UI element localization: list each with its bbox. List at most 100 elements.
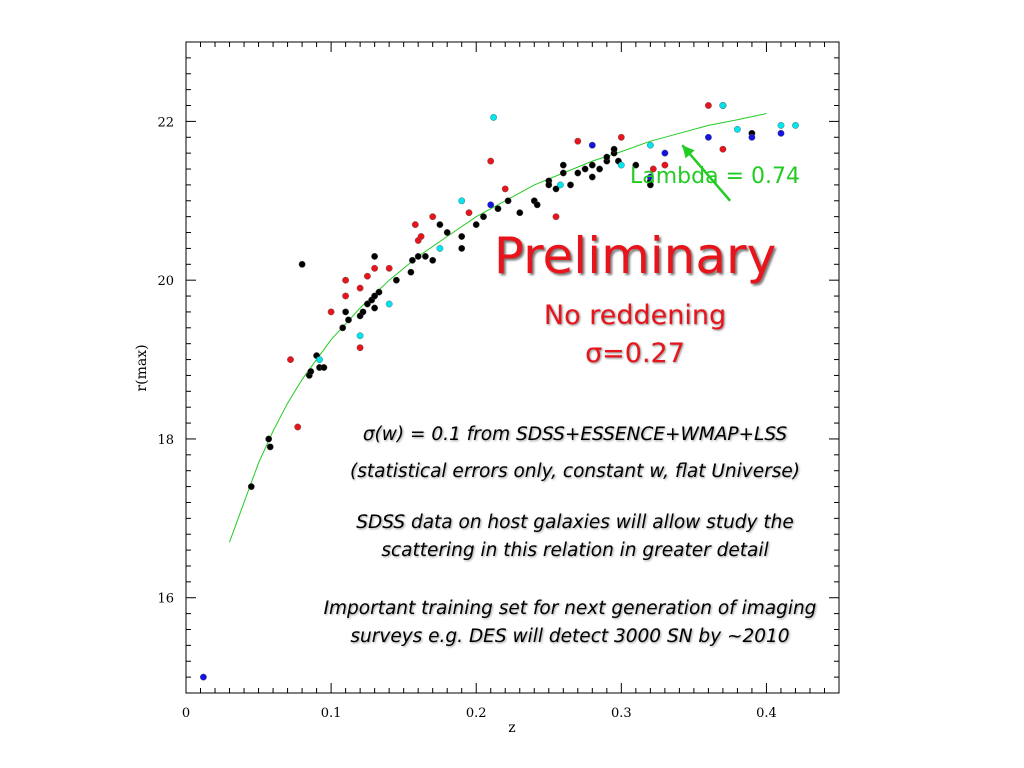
data-point-red bbox=[719, 145, 727, 153]
data-point-black bbox=[265, 435, 273, 443]
data-point-black bbox=[342, 308, 349, 316]
data-point-black bbox=[504, 197, 512, 205]
data-point-cyan bbox=[436, 244, 444, 252]
annotation-arrow-head bbox=[682, 145, 695, 159]
y-tick-label: 20 bbox=[157, 274, 174, 289]
data-point-black bbox=[588, 161, 596, 169]
data-point-black bbox=[436, 221, 444, 229]
data-point-cyan bbox=[777, 122, 785, 129]
data-point-cyan bbox=[734, 125, 741, 133]
data-point-blue bbox=[487, 201, 495, 209]
data-point-red bbox=[617, 133, 625, 141]
data-point-black bbox=[596, 165, 603, 173]
data-point-red bbox=[411, 221, 419, 229]
x-tick-label: 0.4 bbox=[756, 706, 777, 721]
data-point-red bbox=[465, 209, 473, 217]
data-point-black bbox=[371, 252, 378, 260]
data-point-black bbox=[552, 185, 560, 193]
data-point-black bbox=[443, 229, 451, 236]
x-tick-label: 0.3 bbox=[611, 706, 632, 721]
data-point-black bbox=[414, 252, 422, 260]
data-point-black bbox=[603, 153, 611, 161]
sigma-w-note: σ(w) = 0.1 from SDSS+ESSENCE+WMAP+LSS bbox=[362, 424, 788, 445]
y-tick-label: 16 bbox=[157, 592, 174, 607]
y-tick-label: 18 bbox=[157, 433, 174, 448]
preliminary-heading: Preliminary bbox=[493, 227, 777, 285]
data-point-red bbox=[649, 165, 657, 173]
data-point-cyan bbox=[356, 332, 364, 340]
data-point-black bbox=[533, 201, 541, 209]
data-point-black bbox=[371, 304, 378, 312]
data-point-blue bbox=[647, 173, 654, 181]
data-point-cyan bbox=[458, 197, 466, 205]
y-axis-ticks: 16 18 20 22 bbox=[157, 57, 839, 678]
data-point-black bbox=[359, 308, 367, 316]
data-point-cyan bbox=[316, 356, 323, 363]
data-point-black bbox=[421, 252, 429, 260]
plot-frame bbox=[185, 41, 840, 694]
data-point-red bbox=[385, 264, 393, 272]
x-axis-title: z bbox=[508, 720, 515, 736]
data-point-blue bbox=[588, 141, 596, 149]
data-point-red bbox=[552, 213, 560, 221]
data-point-cyan bbox=[792, 122, 799, 129]
x-tick-label: 0 bbox=[182, 706, 190, 721]
data-point-black bbox=[429, 256, 437, 264]
data-point-black bbox=[545, 181, 553, 189]
data-point-red bbox=[327, 308, 335, 316]
data-point-black bbox=[647, 181, 654, 189]
data-point-black bbox=[516, 209, 524, 217]
data-point-cyan bbox=[557, 181, 564, 189]
lambda-fit-line bbox=[229, 113, 767, 543]
data-point-black bbox=[266, 443, 274, 451]
x-tick-label: 0.2 bbox=[466, 706, 487, 721]
data-point-black bbox=[407, 268, 415, 276]
data-point-red bbox=[487, 157, 495, 165]
data-point-black bbox=[610, 145, 618, 153]
y-tick-label: 22 bbox=[157, 115, 174, 130]
x-tick-label: 0.1 bbox=[321, 706, 342, 721]
data-point-black bbox=[632, 161, 640, 169]
data-point-black bbox=[375, 288, 383, 296]
data-point-black bbox=[588, 173, 596, 181]
data-point-red bbox=[417, 233, 425, 240]
data-point-blue bbox=[199, 673, 207, 681]
data-point-black bbox=[458, 244, 466, 252]
training-set-note: Important training set for next generati… bbox=[323, 598, 817, 647]
statistical-errors-note: (statistical errors only, constant w, fl… bbox=[350, 461, 800, 482]
data-points-layer bbox=[199, 102, 799, 681]
fit-line-layer bbox=[229, 113, 767, 543]
data-point-black bbox=[480, 213, 487, 221]
data-point-red bbox=[356, 284, 364, 292]
data-point-red bbox=[501, 185, 509, 193]
data-point-blue bbox=[705, 133, 712, 141]
data-point-black bbox=[559, 169, 567, 177]
data-point-cyan bbox=[647, 141, 654, 149]
data-point-red bbox=[363, 272, 371, 280]
data-point-blue bbox=[661, 149, 669, 157]
data-point-black bbox=[247, 483, 255, 490]
data-point-blue bbox=[748, 133, 756, 141]
data-point-cyan bbox=[719, 102, 727, 109]
data-point-black bbox=[307, 368, 315, 375]
data-point-black bbox=[567, 181, 574, 189]
sdss-host-galaxies-note: SDSS data on host galaxies will allow st… bbox=[356, 512, 794, 561]
data-point-black bbox=[392, 276, 400, 284]
data-point-red bbox=[661, 161, 669, 169]
sigma-value-label: σ=0.27 bbox=[585, 338, 685, 369]
data-point-black bbox=[559, 161, 567, 169]
data-point-red bbox=[574, 137, 582, 145]
data-point-red bbox=[342, 292, 349, 300]
data-point-cyan bbox=[385, 300, 393, 308]
no-reddening-label: No reddening bbox=[543, 300, 727, 331]
annotation-arrow-shaft bbox=[681, 144, 732, 202]
x-axis-ticks: 0 0.1 0.2 0.3 0.4 bbox=[182, 42, 840, 721]
data-point-black bbox=[494, 205, 502, 213]
data-point-black bbox=[581, 165, 589, 173]
data-point-black bbox=[458, 233, 466, 240]
data-point-cyan bbox=[490, 114, 497, 121]
data-point-black bbox=[574, 169, 582, 177]
data-point-black bbox=[408, 256, 416, 264]
data-point-black bbox=[472, 221, 480, 229]
